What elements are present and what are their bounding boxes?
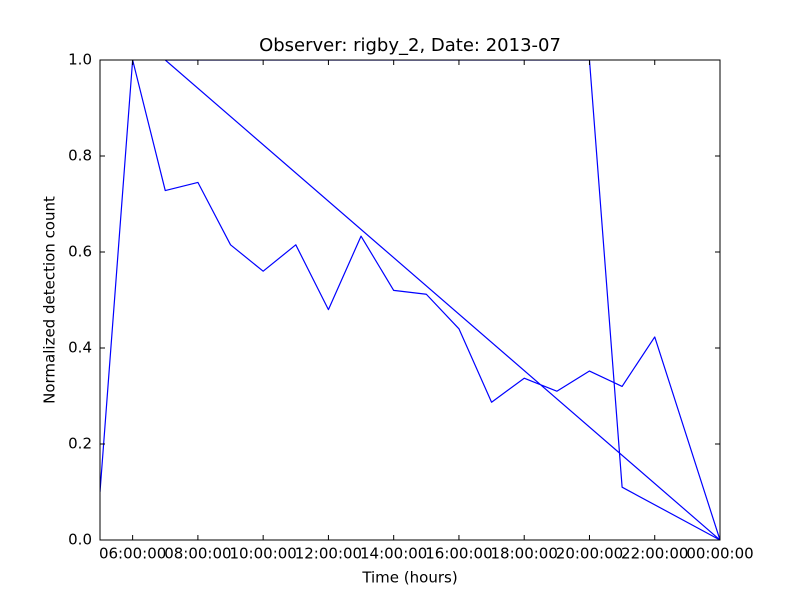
x-tick-label: 10:00:00 bbox=[229, 545, 296, 563]
plot-area bbox=[100, 60, 720, 540]
x-axis-label: Time (hours) bbox=[361, 569, 457, 587]
y-tick-label: 0.0 bbox=[68, 531, 92, 549]
x-tick-label: 14:00:00 bbox=[360, 545, 427, 563]
x-tick-label: 20:00:00 bbox=[556, 545, 623, 563]
x-tick-label: 06:00:00 bbox=[99, 545, 166, 563]
chart-title: Observer: rigby_2, Date: 2013-07 bbox=[259, 35, 561, 56]
y-tick-label: 0.2 bbox=[68, 435, 92, 453]
axes-frame bbox=[99, 59, 721, 541]
y-tick-label: 0.6 bbox=[68, 243, 92, 261]
y-tick-label: 0.4 bbox=[68, 339, 92, 357]
y-tick-label: 1.0 bbox=[68, 51, 92, 69]
x-tick-label: 22:00:00 bbox=[621, 545, 688, 563]
x-tick-label: 08:00:00 bbox=[164, 545, 231, 563]
x-tick-label: 00:00:00 bbox=[686, 545, 753, 563]
y-axis-label: Normalized detection count bbox=[41, 196, 59, 404]
y-tick-label: 0.8 bbox=[68, 147, 92, 165]
x-tick-label: 18:00:00 bbox=[491, 545, 558, 563]
x-tick-label: 12:00:00 bbox=[295, 545, 362, 563]
x-tick-label: 16:00:00 bbox=[425, 545, 492, 563]
data-line bbox=[100, 60, 720, 540]
